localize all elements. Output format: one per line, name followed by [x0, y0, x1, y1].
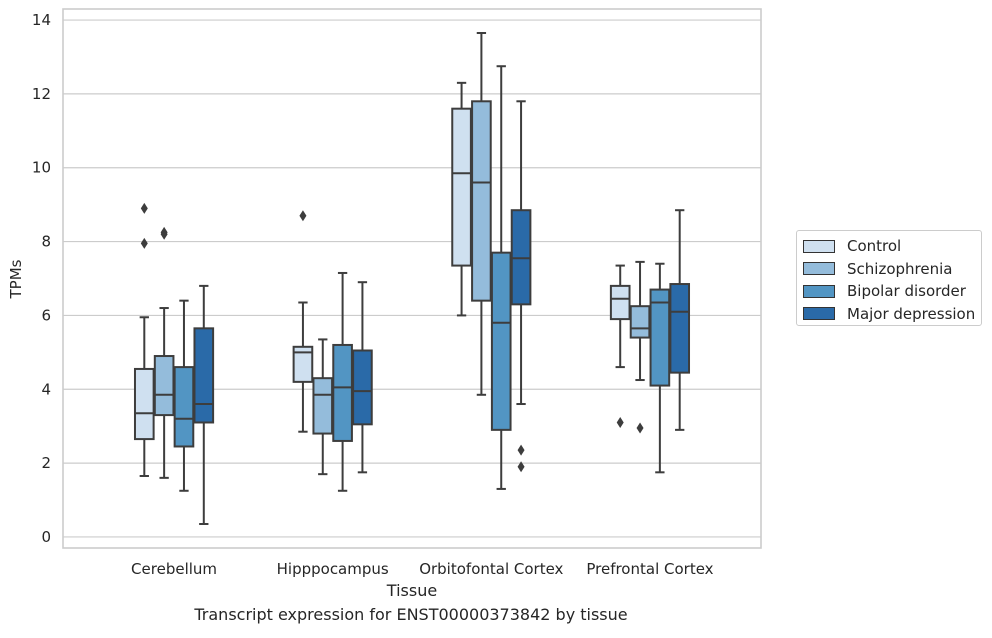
box-major-depression — [669, 209, 691, 431]
box-bipolar-disorder — [173, 299, 195, 492]
box-body — [629, 305, 651, 339]
y-tick-label: 2 — [41, 454, 51, 472]
box-body — [312, 377, 334, 435]
box-body — [133, 367, 155, 441]
outlier-point — [517, 444, 525, 456]
box-body — [292, 345, 314, 383]
legend: Control Schizophrenia Bipolar disorder Majo… — [796, 230, 982, 326]
legend-item: Schizophrenia — [803, 258, 981, 281]
plot-area — [62, 8, 762, 549]
box-body — [669, 283, 691, 374]
box-major-depression — [193, 284, 215, 526]
y-tick-label: 12 — [32, 85, 51, 103]
outlier-point — [616, 416, 624, 428]
box-control — [292, 210, 314, 433]
y-tick-label: 0 — [41, 528, 51, 546]
legend-label: Control — [847, 237, 902, 256]
x-axis-label: Tissue — [386, 581, 437, 600]
box-body — [173, 366, 195, 448]
box-schizophrenia — [312, 338, 334, 476]
x-tick-label: Prefrontal Cortex — [586, 560, 713, 578]
y-axis-label: TPMs — [7, 259, 25, 299]
legend-label: Bipolar disorder — [847, 282, 966, 301]
x-tick-label: Cerebellum — [131, 560, 217, 578]
x-tick-label: Orbitofontal Cortex — [419, 560, 563, 578]
box-bipolar-disorder — [490, 65, 512, 490]
outlier-point — [160, 226, 168, 238]
box-body — [451, 107, 472, 267]
x-tick-label: Hipppocampus — [277, 560, 389, 578]
legend-label: Major depression — [847, 304, 976, 323]
legend-label: Schizophrenia — [847, 259, 953, 278]
box-schizophrenia — [629, 260, 651, 434]
box-bipolar-disorder — [332, 271, 353, 492]
y-tick-label: 4 — [41, 380, 51, 398]
outlier-point — [140, 237, 148, 249]
y-tick-label: 8 — [41, 233, 51, 251]
box-body — [332, 343, 353, 442]
legend-item: Control — [803, 235, 981, 258]
legend-swatch — [803, 284, 835, 298]
box-body — [352, 349, 373, 426]
box-major-depression — [510, 100, 532, 473]
box-control — [133, 202, 155, 478]
box-body — [471, 100, 492, 302]
box-major-depression — [352, 281, 373, 474]
box-body — [153, 355, 175, 417]
legend-swatch — [803, 262, 835, 276]
box-bipolar-disorder — [649, 262, 671, 474]
box-body — [649, 288, 671, 387]
box-body — [609, 284, 631, 321]
y-tick-label: 14 — [32, 11, 51, 29]
box-schizophrenia — [471, 31, 492, 396]
outlier-point — [299, 210, 307, 222]
y-tick-label: 6 — [41, 306, 51, 324]
y-tick-label: 10 — [32, 159, 51, 177]
box-body — [490, 251, 512, 431]
box-control — [451, 81, 472, 317]
box-body — [193, 327, 215, 424]
box-schizophrenia — [153, 226, 175, 479]
chart-caption: Transcript expression for ENST0000037384… — [194, 605, 628, 624]
legend-swatch — [803, 239, 835, 253]
legend-swatch — [803, 307, 835, 321]
outlier-point — [517, 461, 525, 473]
outlier-point — [140, 202, 148, 214]
legend-item: Bipolar disorder — [803, 280, 981, 303]
legend-item: Major depression — [803, 303, 981, 326]
outlier-point — [636, 422, 644, 434]
box-control — [609, 264, 631, 428]
